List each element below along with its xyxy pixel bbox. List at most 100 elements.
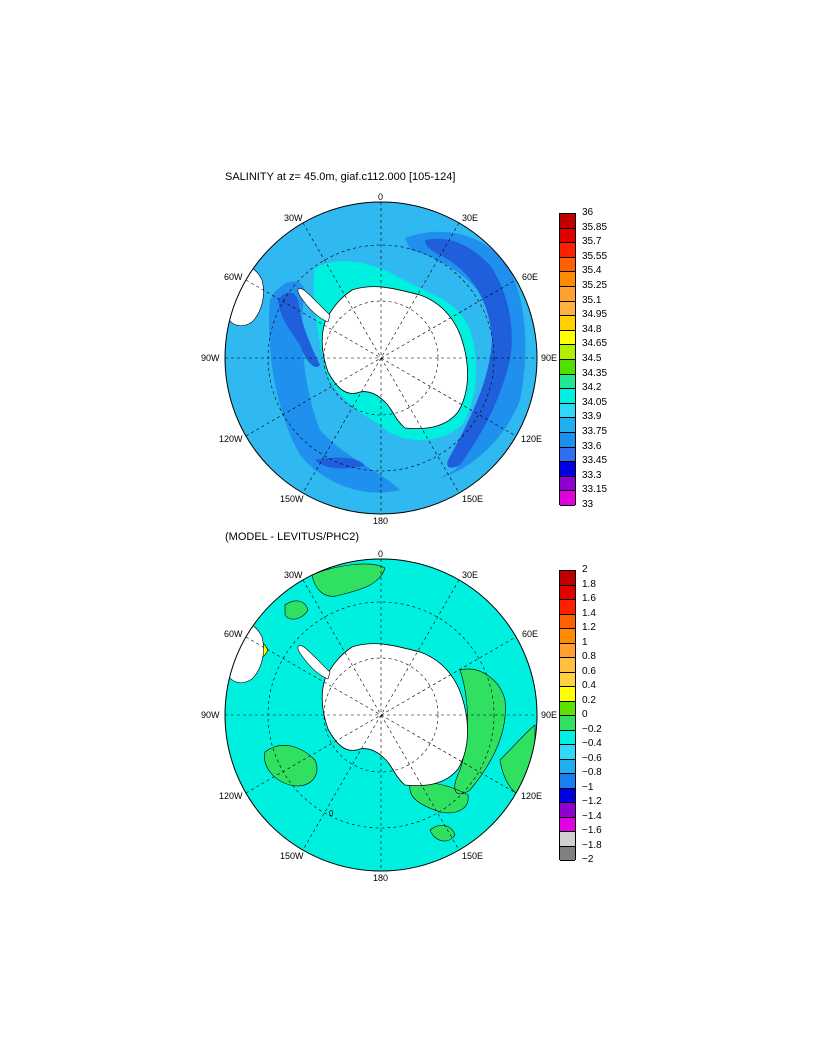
bottom-colorbar-swatch (560, 788, 575, 803)
top-lon-label-180: 180 (373, 516, 389, 526)
bottom-antarctica (321, 643, 468, 786)
bottom-colorbar-swatch (560, 774, 575, 789)
top-lon-label-30w: 30W (284, 213, 303, 223)
top-colorbar-swatch (560, 447, 575, 463)
bottom-lon-label-0: 0 (378, 549, 384, 559)
bottom-antarctic-peninsula (297, 645, 331, 680)
bottom-colorbar-label: 2 (582, 564, 588, 575)
top-lon-label-0: 0 (378, 192, 384, 202)
top-colorbar-label: 35.4 (582, 265, 602, 277)
top-lon-label-60e: 60E (522, 272, 539, 282)
top-colorbar-label: 35.85 (582, 221, 608, 233)
bottom-colorbar-label: 1 (582, 636, 588, 648)
bottom-colorbar-label: −0.8 (582, 767, 602, 778)
bottom-colorbar-swatch (560, 832, 575, 847)
top-lon-label-120w: 120W (219, 434, 243, 444)
bottom-colorbar-label: −1.8 (582, 839, 602, 851)
bottom-colorbar-label: −2 (582, 854, 594, 865)
bottom-lon-label-60w: 60W (224, 629, 243, 639)
bottom-colorbar-swatch (560, 614, 575, 629)
top-colorbar-swatch (560, 374, 575, 390)
top-colorbar-swatch (560, 257, 575, 273)
bottom-colorbar-label: −1.4 (582, 810, 602, 822)
bottom-graticule (225, 559, 537, 871)
bottom-colorbar-label: 0.4 (582, 680, 596, 691)
top-map-border (224, 201, 538, 515)
top-colorbar-swatch (560, 476, 575, 492)
top-colorbar-label: 33 (582, 499, 594, 510)
bottom-colorbar-swatch (560, 643, 575, 658)
bottom-colorbar-swatch (560, 846, 575, 861)
top-colorbar-swatch (560, 301, 575, 317)
top-graticule (225, 202, 537, 514)
top-colorbar-label: 34.35 (582, 367, 608, 379)
top-colorbar-swatch (560, 359, 575, 375)
bottom-colorbar-label: −0.2 (582, 723, 602, 735)
top-colorbar-label: 35.55 (582, 250, 608, 262)
top-colorbar-swatch (560, 330, 575, 346)
top-colorbar-label: 34.5 (582, 353, 602, 364)
top-lon-label-150w: 150W (280, 494, 304, 504)
bottom-lon-label-180: 180 (373, 873, 389, 883)
top-colorbar-swatch (560, 432, 575, 448)
top-colorbar-label: 34.95 (582, 309, 608, 321)
top-colorbar-label: 33.9 (582, 411, 602, 423)
top-colorbar-label: 33.15 (582, 484, 608, 496)
bottom-positive-anomaly (264, 563, 536, 842)
bottom-lon-label-30w: 30W (284, 570, 303, 580)
top-antarctica (321, 286, 468, 429)
top-colorbar-label: 34.8 (582, 323, 602, 335)
bottom-lon-label-60e: 60E (522, 629, 539, 639)
bottom-colorbar-swatch (560, 571, 575, 586)
bottom-colorbar-swatch (560, 817, 575, 832)
bottom-lon-label-90w: 90W (201, 710, 220, 720)
top-colorbar-swatch (560, 228, 575, 244)
top-colorbar-label: 34.05 (582, 396, 608, 408)
bottom-colorbar-label: −0.6 (582, 752, 602, 764)
bottom-lon-label-30e: 30E (462, 570, 479, 580)
bottom-colorbar-label: 1.4 (582, 607, 596, 619)
top-salinity-zone (269, 231, 526, 493)
top-colorbar-frame (559, 213, 576, 506)
top-colorbar-swatch (560, 214, 575, 229)
top-colorbar-swatch (560, 243, 575, 258)
top-colorbar-label: 34.65 (582, 338, 608, 350)
bottom-lon-label-150w: 150W (280, 851, 304, 861)
bottom-lon-label-150e: 150E (462, 851, 484, 861)
bottom-colorbar-swatch (560, 759, 575, 774)
bottom-colorbar-label: 0 (582, 709, 588, 720)
bottom-colorbar-swatch (560, 629, 575, 644)
top-colorbar-label: 34.2 (582, 382, 602, 394)
top-lon-label-150e: 150E (462, 494, 484, 504)
bottom-map-title: (MODEL - LEVITUS/PHC2) (225, 531, 360, 543)
bottom-colorbar-swatch (560, 585, 575, 600)
top-lon-label-90w: 90W (201, 353, 220, 363)
bottom-colorbar-swatch (560, 687, 575, 702)
bottom-lon-label-120w: 120W (219, 791, 243, 801)
top-lon-label-90e: 90E (541, 353, 558, 363)
top-colorbar-swatch (560, 316, 575, 331)
top-colorbar-label: 35.7 (582, 236, 602, 248)
bottom-colorbar-swatch (560, 745, 575, 760)
bottom-colorbar-label: −1.6 (582, 825, 602, 836)
top-antarctic-peninsula (297, 288, 331, 323)
top-colorbar-label: 36 (582, 207, 594, 218)
top-colorbar-swatch (560, 345, 575, 360)
top-map-title: SALINITY at z= 45.0m, giaf.c112.000 [105… (225, 171, 456, 183)
bottom-colorbar-label: 0.8 (582, 651, 596, 662)
top-colorbar-swatch (560, 286, 575, 302)
top-colorbar-swatch (560, 418, 575, 433)
top-lon-label-30e: 30E (462, 213, 479, 223)
top-colorbar-label: 35.25 (582, 280, 608, 291)
bottom-map-border (224, 558, 538, 872)
top-colorbar-label: 33.75 (582, 426, 608, 437)
bottom-colorbar-swatch (560, 658, 575, 673)
bottom-lon-label-90e: 90E (541, 710, 558, 720)
top-lon-label-60w: 60W (224, 272, 243, 282)
bottom-colorbar-label: 1.8 (582, 578, 596, 590)
bottom-colorbar-label: 1.6 (582, 593, 596, 604)
top-lon-label-120e: 120E (521, 434, 543, 444)
bottom-colorbar-label: −1.2 (582, 796, 602, 807)
top-colorbar-swatch (560, 389, 575, 404)
